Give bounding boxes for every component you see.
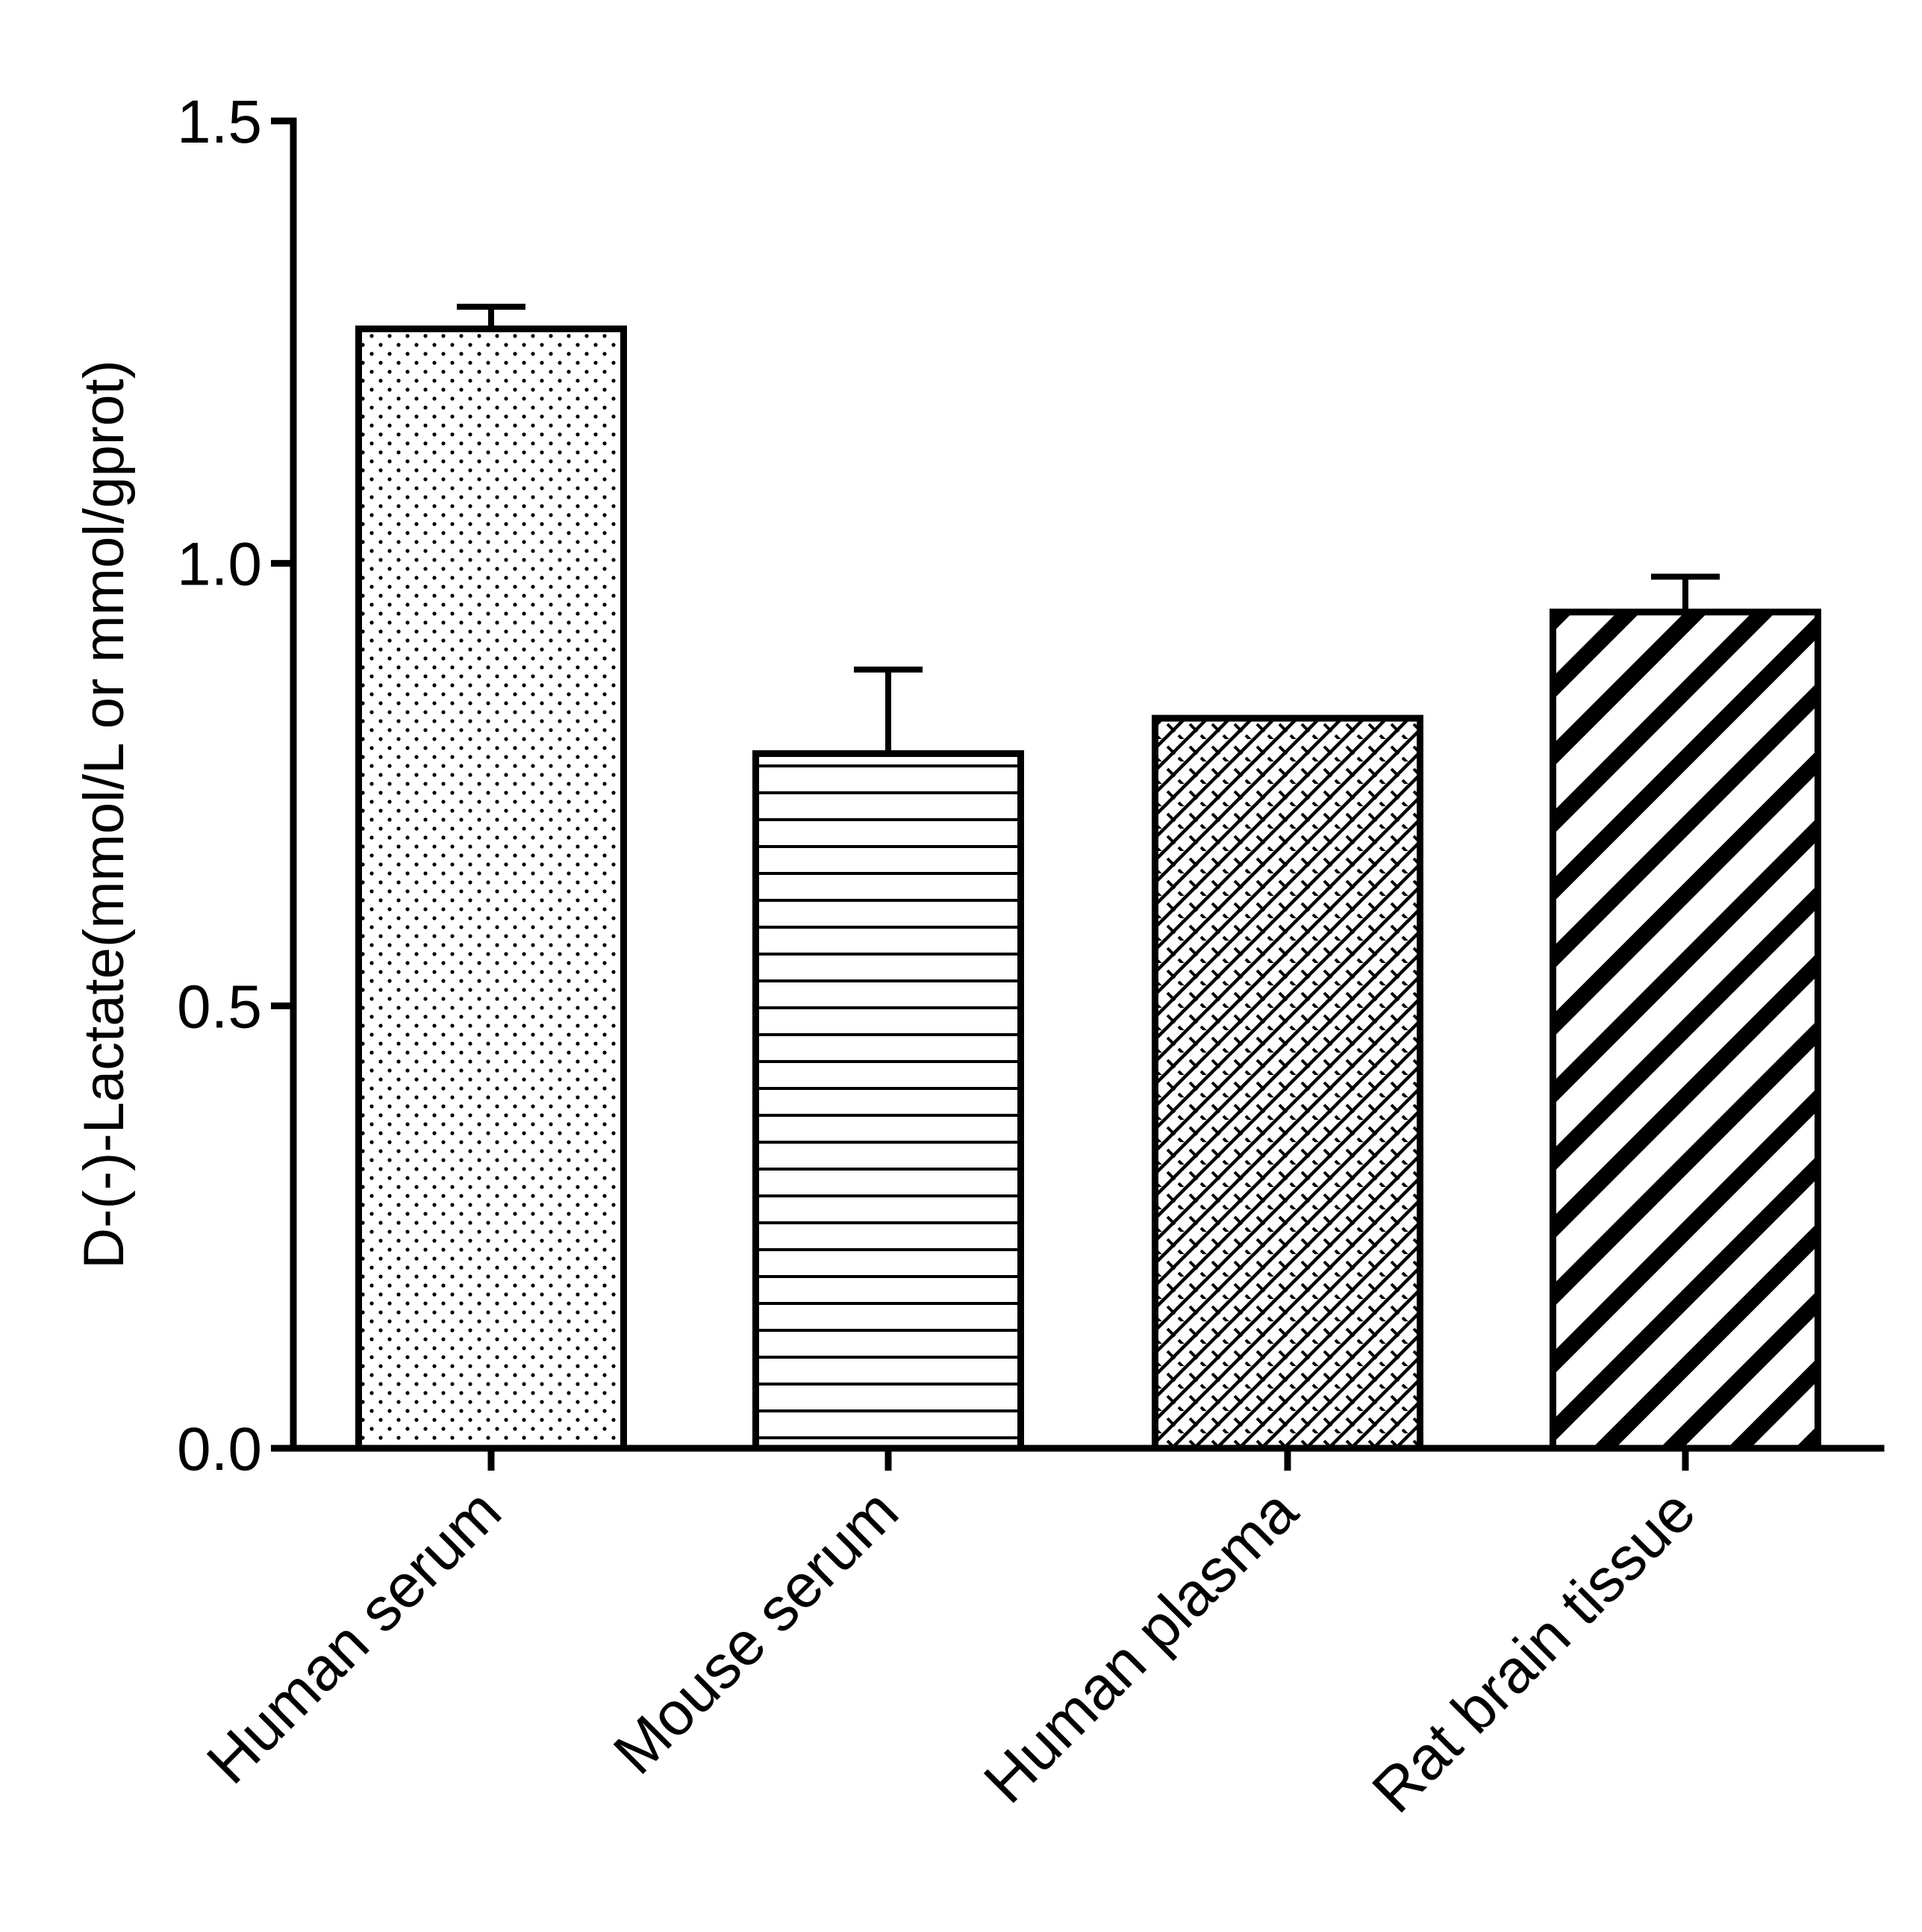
x-tick-label: Human plasma <box>971 1477 1311 1816</box>
error-bars-layer <box>457 303 1720 754</box>
y-tick-label: 1.0 <box>177 531 262 599</box>
y-tick-label: 0.5 <box>177 973 262 1041</box>
x-ticks: Human serum Mouse serum Human plasma Rat br… <box>194 1448 1709 1826</box>
bar-fill <box>755 753 1021 1448</box>
bar-fill <box>1553 611 1818 1448</box>
bar-fill <box>358 328 624 1448</box>
bars-layer <box>355 325 1821 1452</box>
axes <box>290 117 1885 1452</box>
y-axis-title: D-(-)-Lactate(mmol/L or mmol/gprot) <box>72 360 136 1269</box>
y-tick-label: 1.5 <box>177 88 262 156</box>
bar-fill <box>1155 718 1420 1448</box>
y-tick-label: 0.0 <box>177 1415 262 1483</box>
y-ticks: 0.0 0.5 1.0 1.5 <box>177 88 293 1483</box>
x-tick-label: Human serum <box>194 1477 514 1796</box>
x-tick-label: Rat brain tissue <box>1360 1477 1709 1825</box>
x-tick-label: Mouse serum <box>601 1477 911 1787</box>
